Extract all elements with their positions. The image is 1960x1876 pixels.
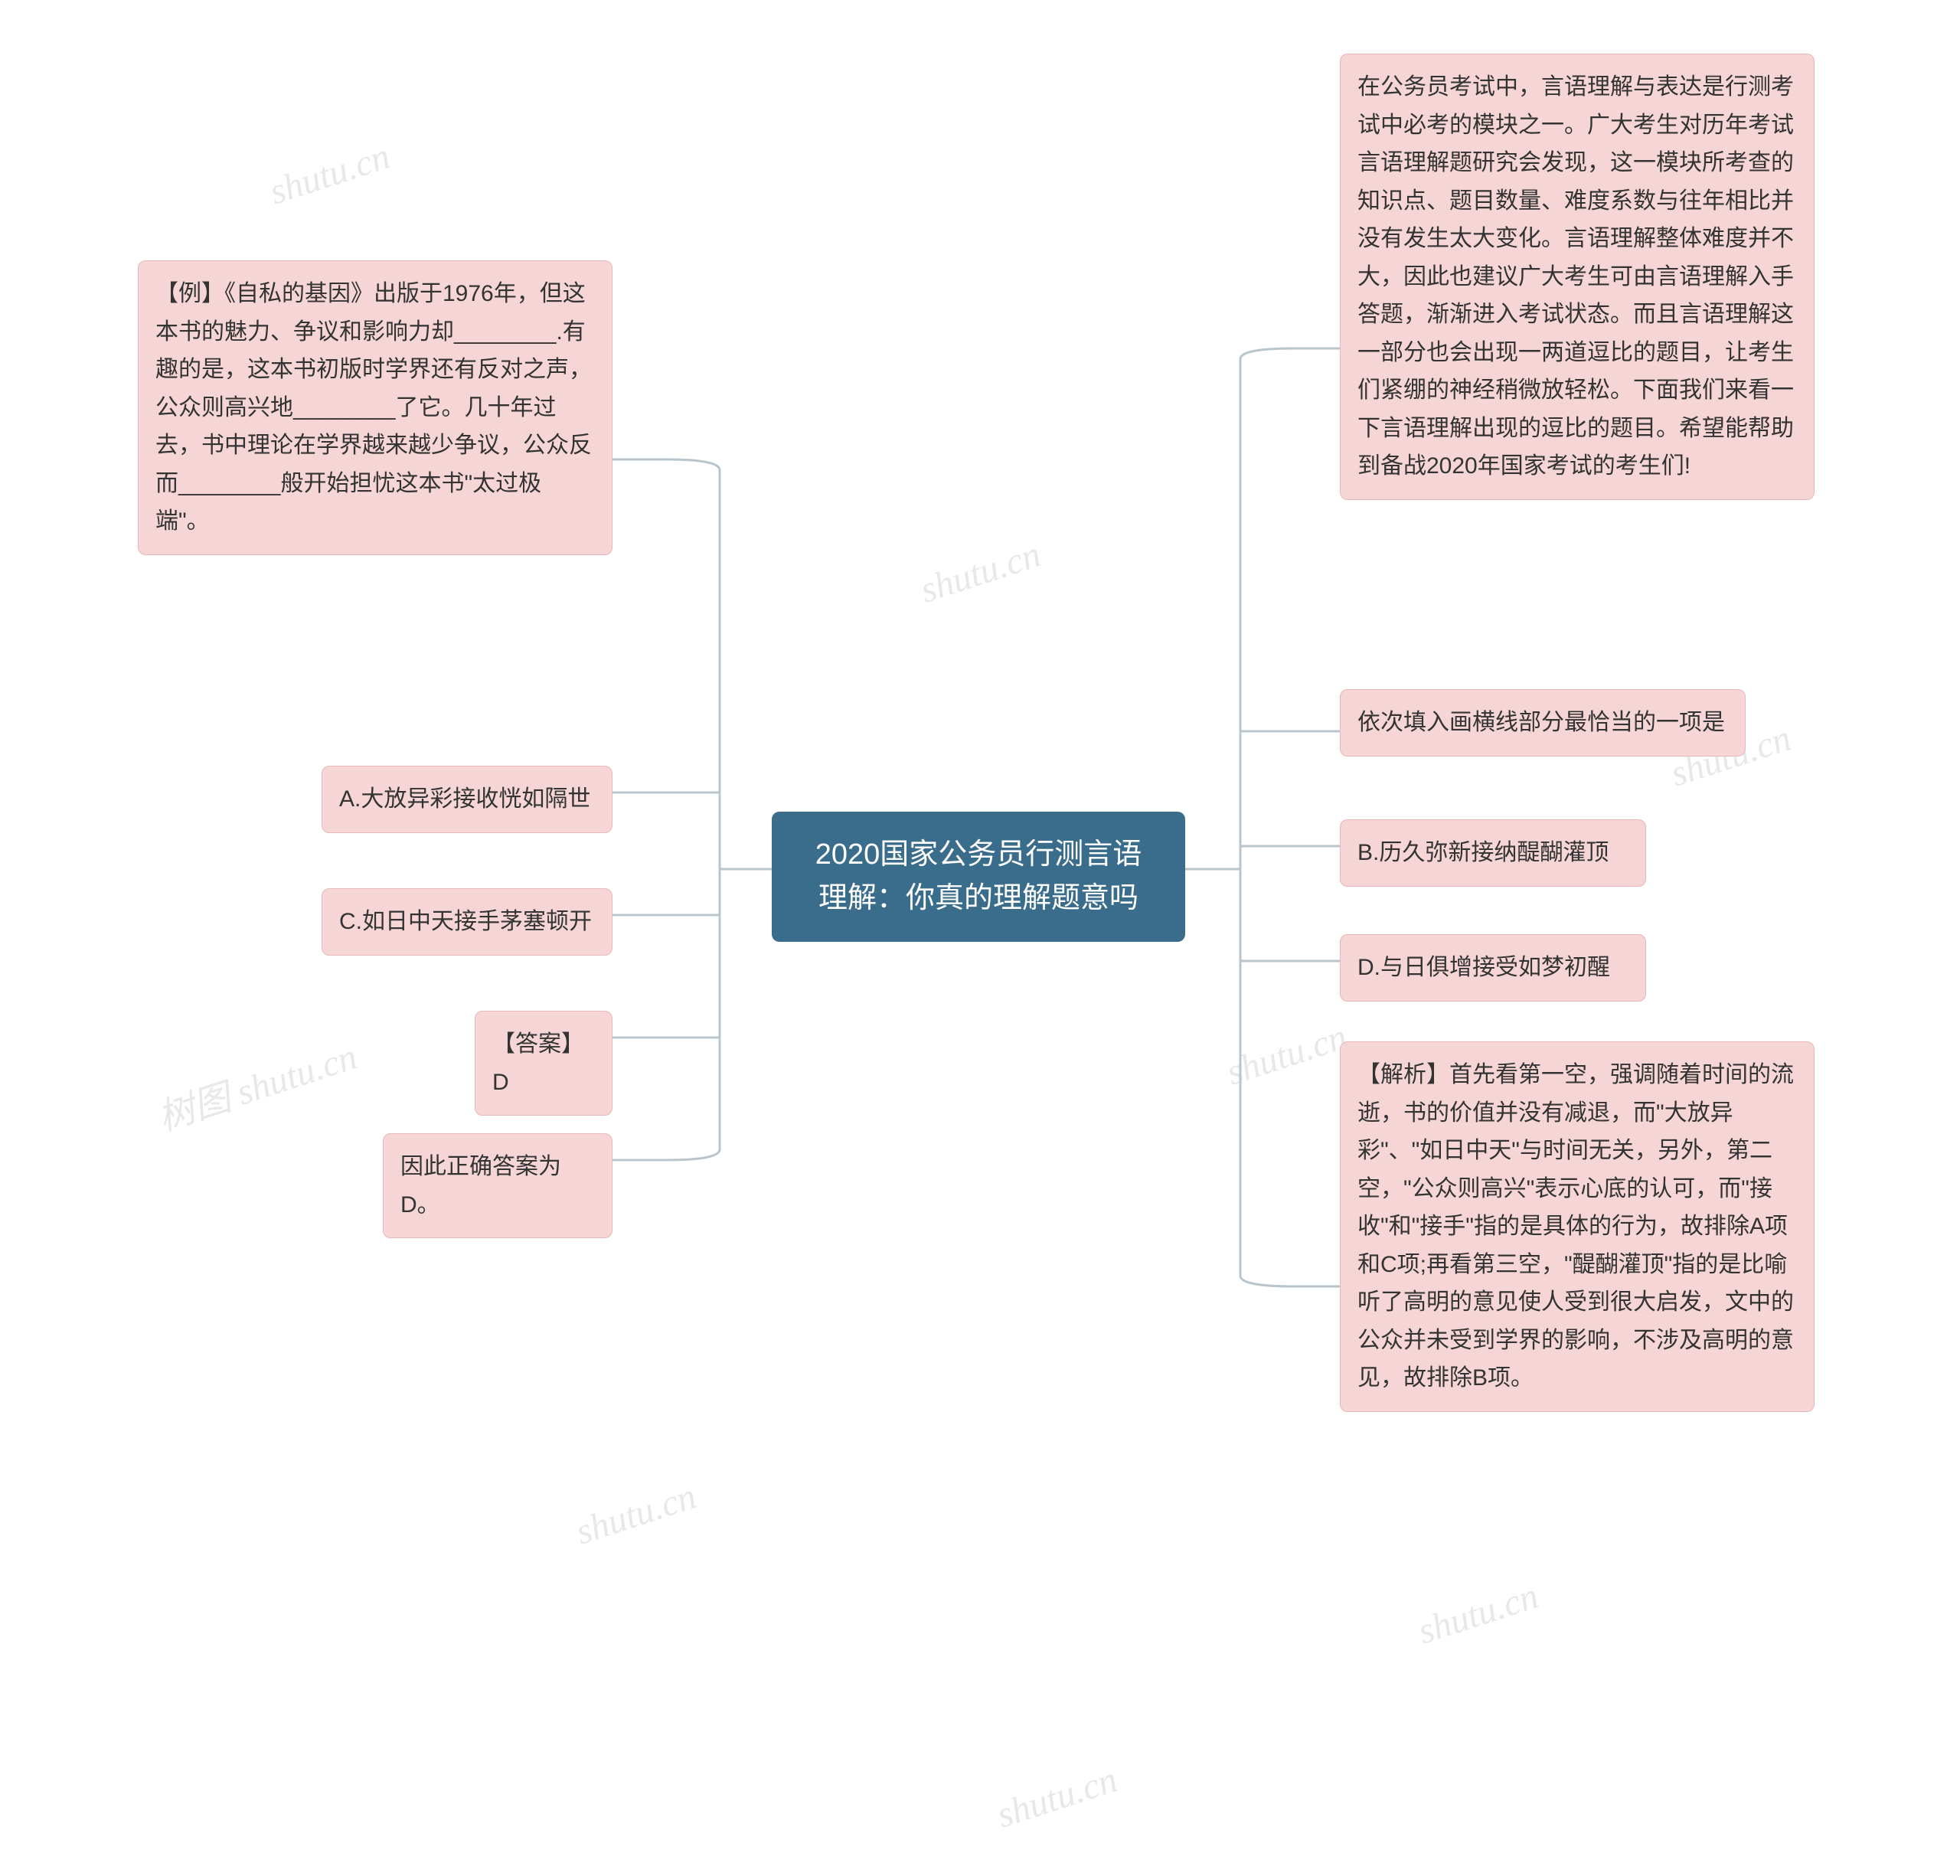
watermark: shutu.cn [991,1758,1122,1836]
watermark: shutu.cn [1413,1574,1543,1652]
watermark: shutu.cn [264,135,394,213]
left-conclude: 因此正确答案为D。 [383,1133,612,1238]
right-option-d: D.与日俱增接受如梦初醒 [1340,934,1646,1002]
right-question: 依次填入画横线部分最恰当的一项是 [1340,689,1746,757]
center-node: 2020国家公务员行测言语 理解：你真的理解题意吗 [772,812,1185,942]
left-option-c: C.如日中天接手茅塞顿开 [322,888,612,956]
right-option-b: B.历久弥新接纳醍醐灌顶 [1340,819,1646,887]
watermark: 树图 shutu.cn [150,1026,363,1141]
watermark: shutu.cn [570,1475,701,1553]
center-line2: 理解：你真的理解题意吗 [796,877,1161,920]
left-option-a: A.大放异彩接收恍如隔世 [322,766,612,833]
center-line1: 2020国家公务员行测言语 [796,833,1161,877]
watermark: shutu.cn [1221,1015,1351,1093]
watermark: shutu.cn [915,533,1045,611]
right-intro: 在公务员考试中，言语理解与表达是行测考试中必考的模块之一。广大考生对历年考试言语… [1340,54,1815,500]
left-answer: 【答案】D [475,1011,612,1116]
left-example: 【例】《自私的基因》出版于1976年，但这本书的魅力、争议和影响力却______… [138,260,612,555]
right-analysis: 【解析】首先看第一空，强调随着时间的流逝，书的价值并没有减退，而"大放异彩"、"… [1340,1041,1815,1412]
